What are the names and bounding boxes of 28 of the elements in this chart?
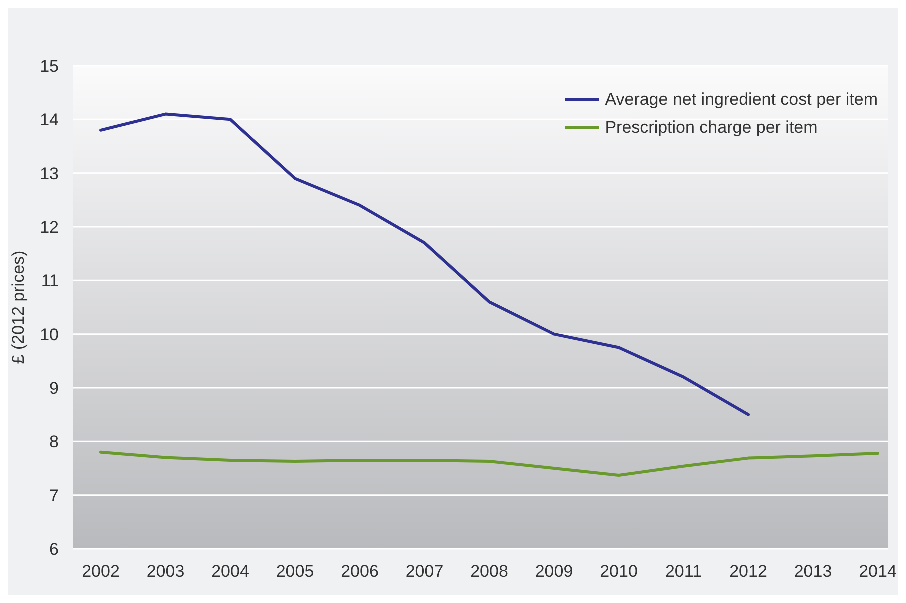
y-tick-label: 11 xyxy=(41,272,59,291)
y-tick-label: 7 xyxy=(50,486,59,506)
y-tick-label: 9 xyxy=(50,379,59,398)
x-tick-label: 2002 xyxy=(82,562,120,582)
y-tick-label: 6 xyxy=(50,540,59,560)
x-tick-label: 2007 xyxy=(406,562,444,582)
x-tick-label: 2011 xyxy=(665,562,702,582)
y-tick-label: 13 xyxy=(40,164,59,184)
x-tick-label: 2009 xyxy=(535,562,574,582)
y-tick-label: 15 xyxy=(40,57,59,76)
legend-label: Prescription charge per item xyxy=(605,118,818,138)
y-axis-title: £ (2012 prices) xyxy=(9,250,28,364)
x-tick-label: 2013 xyxy=(794,562,832,582)
x-tick-label: 2012 xyxy=(730,562,768,582)
x-tick-label: 2008 xyxy=(470,562,508,582)
y-tick-label: 8 xyxy=(50,432,59,452)
x-tick-label: 2014 xyxy=(859,562,897,582)
y-tick-label: 14 xyxy=(40,110,59,130)
y-tick-label: 12 xyxy=(40,218,59,238)
x-tick-label: 2005 xyxy=(276,562,314,582)
x-tick-label: 2010 xyxy=(600,562,638,582)
line-series xyxy=(100,112,750,416)
x-tick-label: 2003 xyxy=(146,562,185,582)
x-tick-label: 2006 xyxy=(341,562,379,582)
legend-label: Average net ingredient cost per item xyxy=(605,90,878,110)
line-series xyxy=(100,450,880,477)
y-tick-label: 10 xyxy=(40,325,59,344)
x-tick-label: 2004 xyxy=(212,562,250,582)
